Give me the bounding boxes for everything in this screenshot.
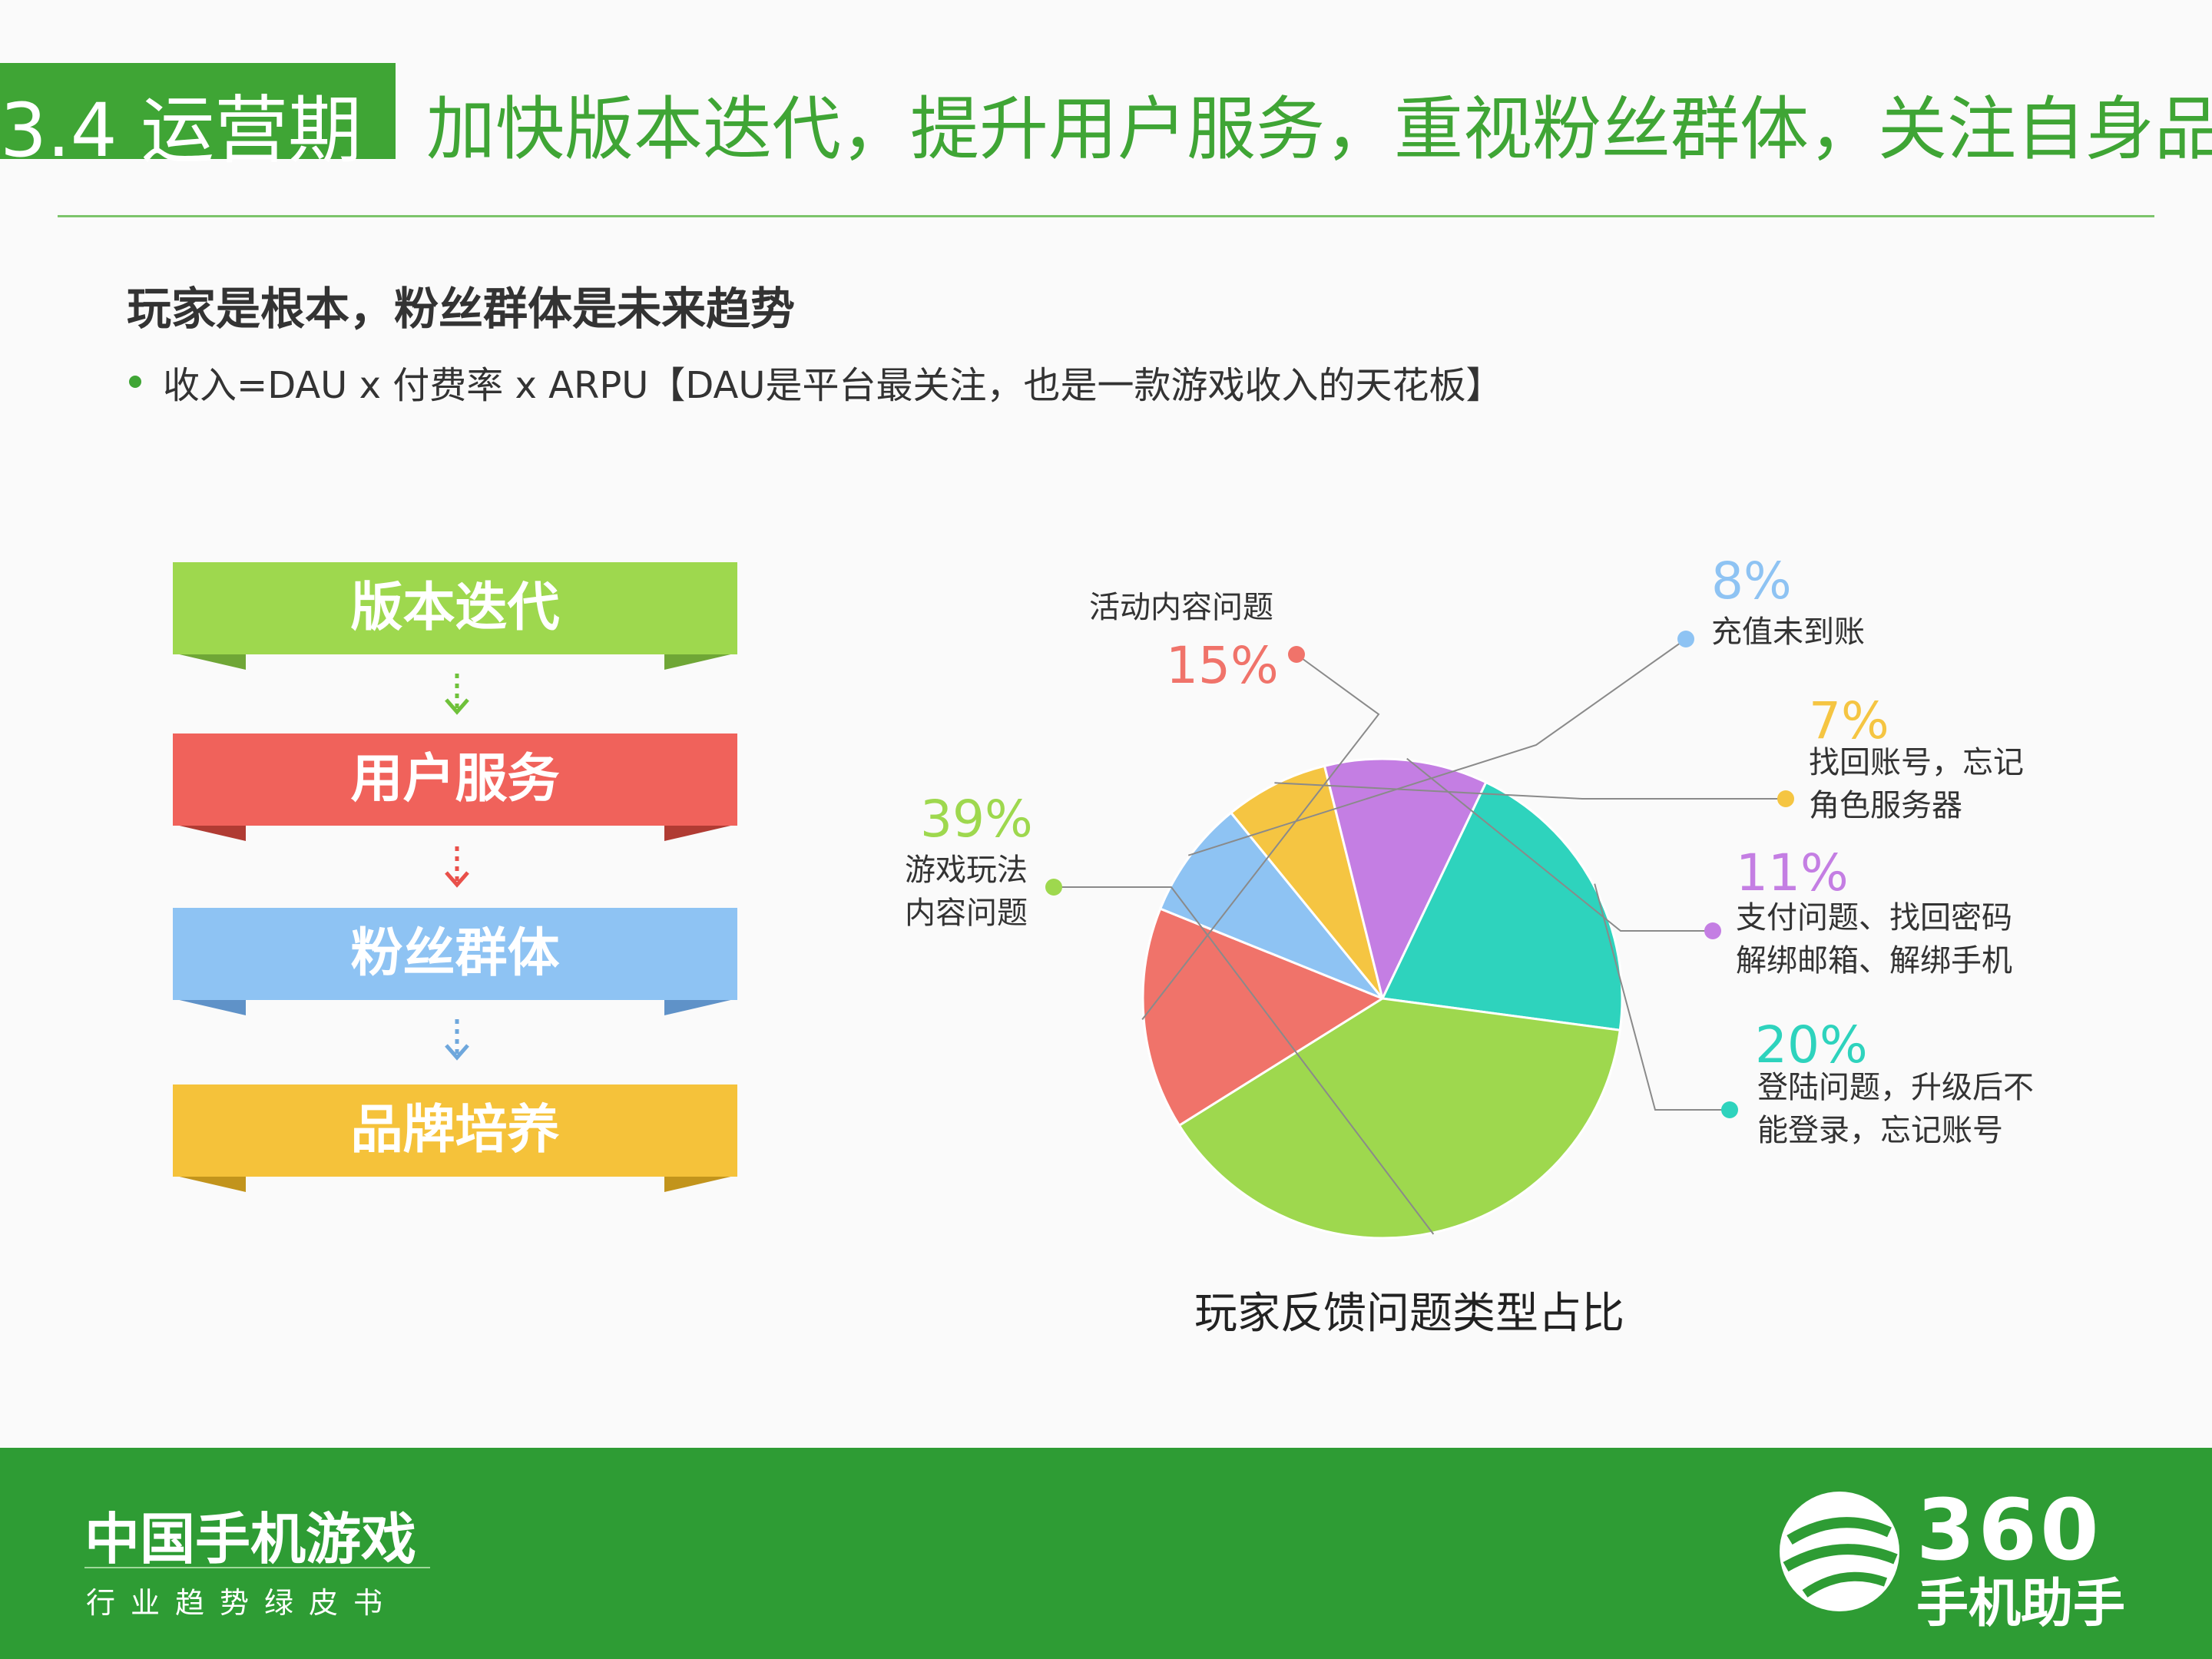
slice-payment [1323,757,1488,1002]
slice-percent-label: 7% [1809,691,1889,750]
flow-fold-right-4 [664,1175,737,1192]
slice-category-line: 解绑邮箱、解绑手机 [1736,943,2012,979]
slice-login [1380,780,1624,1031]
slice-category-line: 支付问题、找回密码 [1736,900,2012,935]
360-logo-icon [1780,1492,1899,1611]
title-divider [58,215,2154,217]
flow-step-label: 品牌培养 [350,1100,560,1161]
slice-activity-content [1141,907,1386,1128]
leader-line [1594,883,1730,1111]
chart-title: 玩家反馈问题类型占比 [1194,1289,1624,1339]
bullet-text: 收入=DAU x 付费率 x ARPU【DAU是平台最关注，也是一款游戏收入的天… [163,364,1503,407]
leader-line [1406,757,1713,932]
flow-fold-left-4 [173,1175,246,1192]
leader-dot [1721,1101,1738,1118]
slice-category-label: 登陆问题，升级后不 能登录，忘记账号 [1757,1066,2034,1152]
flow-fold-left-3 [173,998,246,1015]
leader-line [1274,782,1786,800]
footer-subtitle: 行业趋势绿皮书 [86,1586,399,1620]
leader-line [1054,886,1435,1235]
slice-category-line: 游戏玩法 [905,853,1028,888]
page-title: 加快版本迭代，提升用户服务，重视粉丝群体，关注自身品牌 [426,89,2212,170]
slice-percent-label: 8% [1711,551,1792,611]
leader-dot [1777,790,1794,807]
bullet-dot-icon [129,376,141,388]
slice-category-label: 找回账号，忘记 角色服务器 [1809,741,2024,827]
flow-step-label: 用户服务 [350,749,560,810]
slice-percent-label: 11% [1736,843,1849,902]
flow-step-label: 粉丝群体 [350,923,560,984]
leader-line [1187,638,1687,856]
footer-title: 中国手机游戏 [84,1507,417,1571]
flow-fold-left-2 [173,824,246,841]
section-label-box: 3.4 运营期 [0,63,396,174]
flow-step-brand-building: 品牌培养 [173,1084,737,1177]
slice-category-line: 活动内容问题 [1089,590,1273,625]
slice-category-line: 能登录，忘记账号 [1757,1113,2003,1148]
flow-step-user-service: 用户服务 [173,733,737,826]
logo-text: 手机助手 [1916,1574,2126,1634]
leader-dot [1704,922,1721,939]
pie-chart [1045,631,1794,1240]
flow-step-version-iteration: 版本迭代 [173,562,737,654]
flow-fold-right-2 [664,824,737,841]
down-arrow-icon [445,846,469,888]
leader-dot [1288,646,1305,663]
slide-background [0,0,2212,1448]
slice-category-label: 充值未到账 [1711,611,1865,654]
down-arrow-icon [445,674,469,715]
slice-percent-label: 39% [920,790,1033,849]
leader-line [1141,654,1380,1020]
slice-category-label: 活动内容问题 [1089,586,1273,629]
flow-fold-right-3 [664,998,737,1015]
slice-recharge [1158,811,1384,1000]
flow-step-fan-group: 粉丝群体 [173,908,737,1000]
logo-number: 360 [1916,1481,2102,1579]
slice-category-line: 内容问题 [905,896,1028,931]
content-subtitle: 玩家是根本，粉丝群体是未来趋势 [127,283,796,335]
flow-fold-right-1 [664,653,737,670]
flow-fold-left-1 [173,653,246,670]
down-arrow-icon [445,1019,469,1061]
footer-divider [84,1567,430,1568]
slice-category-line: 角色服务器 [1809,788,1962,823]
slice-category-line: 登陆问题，升级后不 [1757,1070,2034,1105]
slice-category-line: 充值未到账 [1711,614,1865,650]
slice-category-line: 找回账号，忘记 [1809,745,2024,780]
section-label: 3.4 运营期 [0,88,363,174]
slice-account-recovery [1229,764,1384,999]
flow-step-label: 版本迭代 [350,578,560,638]
slice-category-label: 支付问题、找回密码 解绑邮箱、解绑手机 [1736,896,2012,982]
leader-dot [1677,631,1694,647]
slice-percent-label: 15% [1166,636,1279,695]
leader-dot [1045,879,1062,896]
slice-category-label: 游戏玩法 内容问题 [905,849,1028,935]
slice-percent-label: 20% [1755,1015,1868,1075]
